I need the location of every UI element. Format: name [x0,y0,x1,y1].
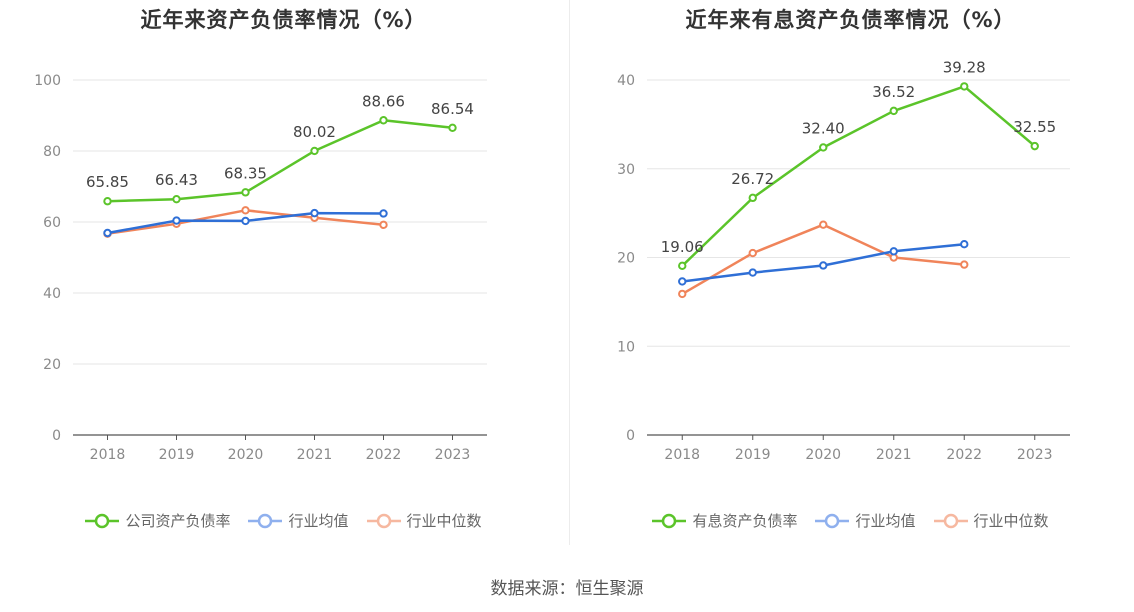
data-point [172,194,181,204]
series-line [107,119,453,203]
data-point [172,216,181,225]
y-tick-label: 0 [626,428,635,444]
data-point [960,260,969,269]
x-tick-label: 2021 [876,447,912,463]
legend-item-industry-median[interactable]: 行业中位数 [366,510,482,531]
data-label: 80.02 [293,123,336,141]
legend-item-company[interactable]: 公司资产负债率 [85,510,230,531]
chart-panel-interest-debt-ratio: 近年来有息资产负债率情况（%） 0 10 20 30 40 2018 2019 2020 202… [567,0,1134,560]
legend-item-industry-median[interactable]: 行业中位数 [933,510,1049,531]
legend-line-icon [366,513,401,528]
data-point [678,261,687,271]
legend-line-icon [933,513,968,528]
data-point [889,106,898,116]
data-point [379,209,388,218]
chart-legend: 有息资产负债率 行业均值 行业中位数 [567,510,1134,531]
data-point [241,206,250,215]
chart-panel-debt-ratio: 近年来资产负债率情况（%） 0 20 40 60 80 100 2018 2019 2020 20… [0,0,567,560]
x-tick-label: 2021 [297,447,333,463]
series-line [681,223,965,295]
x-tick-label: 2023 [435,447,471,463]
x-tick-label: 2022 [946,447,982,463]
x-tick-label: 2018 [90,447,126,463]
legend-item-industry-mean[interactable]: 行业均值 [815,510,916,531]
legend-item-industry-mean[interactable]: 行业均值 [248,510,349,531]
legend-label: 行业中位数 [973,512,1049,530]
data-point [960,239,969,249]
data-point [448,123,457,132]
data-label: 88.66 [362,92,405,110]
data-label: 19.06 [661,238,704,256]
y-tick-label: 80 [43,144,61,160]
y-tick-label: 30 [617,162,635,178]
data-point [889,247,898,256]
legend-line-icon [652,513,687,528]
chart-title: 近年来有息资产负债率情况（%） [685,8,1016,32]
data-point [678,289,687,299]
y-tick-label: 40 [43,286,61,302]
data-point [103,228,112,238]
chart-plot-area: 0 20 40 60 80 100 2018 2019 2020 2021 2022 2023 65.8… [34,73,487,463]
data-point [748,193,757,203]
legend-label: 行业均值 [855,512,916,530]
data-point [819,261,828,270]
chart-legend: 公司资产负债率 行业均值 行业中位数 [0,510,567,531]
x-tick-label: 2023 [1017,447,1053,463]
data-label: 32.40 [802,119,845,137]
y-tick-label: 20 [43,357,61,373]
y-tick-label: 10 [617,339,635,355]
data-point [960,82,969,91]
x-tick-label: 2019 [159,447,195,463]
data-label: 68.35 [224,164,267,182]
series-line [681,85,1036,267]
data-point [819,220,828,229]
data-point [241,216,250,226]
data-label: 86.54 [431,100,474,118]
data-source-footer: 数据来源：恒生聚源 [490,579,644,599]
chart-title: 近年来资产负债率情况（%） [140,8,427,32]
legend-item-company[interactable]: 有息资产负债率 [652,510,797,531]
legend-line-icon [85,513,120,528]
y-tick-label: 100 [34,73,61,89]
x-tick-label: 2022 [366,447,402,463]
data-label: 65.85 [86,173,129,191]
data-point [748,268,757,277]
legend-line-icon [815,513,850,528]
data-point [819,143,828,152]
data-point [310,208,319,218]
y-tick-label: 60 [43,215,61,231]
data-label: 36.52 [872,83,915,101]
chart-plot-area: 0 10 20 30 40 2018 2019 2020 2021 2022 2023 19.06 26… [617,58,1070,463]
x-tick-label: 2020 [228,447,264,463]
panel-divider [569,0,570,545]
data-label: 32.55 [1013,118,1056,136]
data-point [310,146,319,156]
y-tick-label: 20 [617,251,635,267]
data-point [241,188,250,197]
data-label: 26.72 [731,170,774,188]
legend-label: 行业均值 [288,512,349,530]
data-point [379,220,388,230]
legend-label: 公司资产负债率 [125,512,231,530]
data-label: 66.43 [155,171,198,189]
y-tick-label: 0 [52,428,61,444]
data-point [103,197,112,206]
legend-line-icon [248,513,283,528]
x-tick-label: 2019 [735,447,771,463]
data-point [1030,141,1039,151]
data-point [748,248,757,258]
legend-label: 有息资产负债率 [692,512,798,530]
legend-label: 行业中位数 [406,512,482,530]
x-tick-label: 2020 [805,447,841,463]
x-tick-label: 2018 [664,447,700,463]
data-point [379,116,388,125]
data-point [678,277,687,286]
data-label: 39.28 [943,58,986,76]
y-tick-label: 40 [617,73,635,89]
